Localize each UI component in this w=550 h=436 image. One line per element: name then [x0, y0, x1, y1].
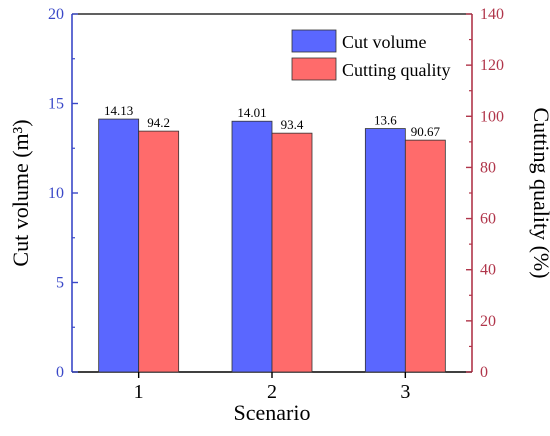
x-tick-label: 1 — [134, 381, 144, 403]
data-label-cut-volume: 14.13 — [104, 103, 133, 118]
right-tick-label: 20 — [480, 313, 496, 330]
left-tick-label: 15 — [48, 96, 64, 113]
left-tick-label: 0 — [56, 364, 64, 381]
left-tick-label: 20 — [48, 6, 64, 23]
legend-swatch-cut-volume — [291, 29, 337, 53]
bar-cutting-quality — [404, 139, 446, 373]
legend-swatch-cutting-quality — [291, 57, 337, 81]
right-tick-label: 80 — [480, 159, 496, 176]
legend-label-cut-volume: Cut volume — [342, 32, 427, 52]
right-tick-label: 60 — [480, 211, 496, 228]
legend-label-cutting-quality: Cutting quality — [342, 60, 451, 80]
x-axis-ticks: 1 2 3 — [134, 372, 410, 403]
data-label-cutting-quality: 94.2 — [147, 115, 170, 130]
data-label-cut-volume: 14.01 — [237, 105, 266, 120]
data-label-cutting-quality: 90.67 — [411, 124, 441, 139]
bar-cutting-quality — [271, 132, 313, 373]
data-labels: 14.13 94.2 14.01 93.4 13.6 90.67 — [104, 103, 440, 139]
legend: Cut volume Cutting quality — [291, 29, 451, 81]
left-tick-label: 5 — [56, 275, 64, 292]
bars — [98, 118, 446, 373]
right-tick-label: 100 — [480, 108, 504, 125]
right-axis-title: Cutting quality (%) — [529, 107, 550, 278]
data-label-cutting-quality: 93.4 — [281, 117, 304, 132]
right-tick-label: 120 — [480, 57, 504, 74]
bar-cutting-quality — [138, 130, 180, 373]
bar-cut-volume — [364, 128, 406, 373]
right-tick-label: 140 — [480, 6, 504, 23]
left-axis-title: Cut volume (m³) — [8, 119, 33, 266]
left-tick-label: 10 — [48, 185, 64, 202]
right-axis-ticks: 0 20 40 60 80 100 120 140 — [466, 6, 504, 381]
bar-cut-volume — [98, 118, 140, 373]
right-tick-label: 0 — [480, 364, 488, 381]
x-tick-label: 3 — [400, 381, 410, 403]
data-label-cut-volume: 13.6 — [374, 113, 397, 128]
x-tick-label: 2 — [267, 381, 277, 403]
x-axis-title: Scenario — [234, 400, 311, 425]
bar-cut-volume — [231, 120, 273, 373]
right-tick-label: 40 — [480, 262, 496, 279]
left-axis-ticks: 0 5 10 15 20 — [48, 6, 78, 381]
